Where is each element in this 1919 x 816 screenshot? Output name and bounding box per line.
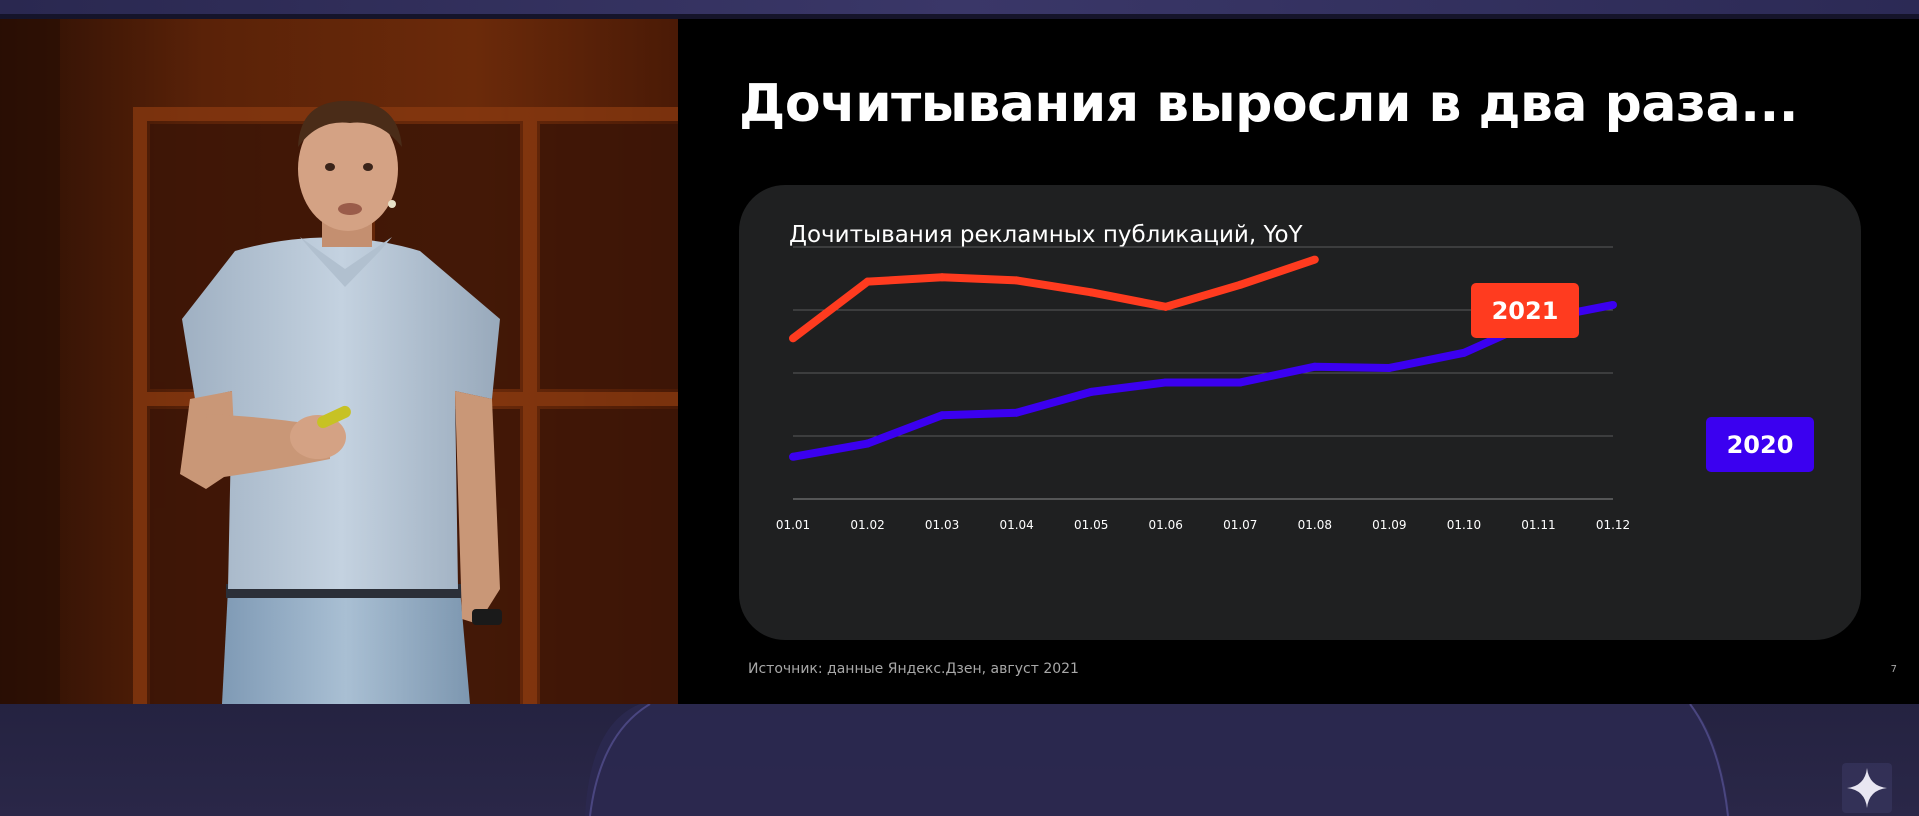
data-point-2020 bbox=[1161, 378, 1170, 387]
chart-card: Дочитывания рекламных публикаций, YoY 01… bbox=[739, 185, 1861, 640]
x-tick-label: 01.10 bbox=[1447, 518, 1481, 532]
x-tick-label: 01.08 bbox=[1298, 518, 1332, 532]
x-tick-label: 01.01 bbox=[776, 518, 810, 532]
x-tick-label: 01.03 bbox=[925, 518, 959, 532]
x-tick-label: 01.11 bbox=[1521, 518, 1555, 532]
data-point-2021 bbox=[1236, 280, 1245, 289]
x-axis-ticks: 01.01 01.02 01.03 01.04 01.05 01.06 01.07 01.08… bbox=[776, 518, 1630, 532]
bottom-decoration bbox=[585, 704, 1730, 816]
data-point-2020 bbox=[863, 439, 872, 448]
series-badge-2021: 2021 bbox=[1471, 283, 1579, 338]
presentation-slide: Дочитывания выросли в два раза... Дочиты… bbox=[678, 19, 1919, 704]
data-point-2021 bbox=[1087, 288, 1096, 297]
x-tick-label: 01.05 bbox=[1074, 518, 1108, 532]
x-tick-label: 01.04 bbox=[999, 518, 1033, 532]
data-point-2021 bbox=[1161, 302, 1170, 311]
data-point-2020 bbox=[938, 411, 947, 420]
top-strip bbox=[0, 0, 1919, 14]
series-badge-label: 2020 bbox=[1727, 431, 1794, 459]
data-point-2021 bbox=[863, 277, 872, 286]
data-point-2020 bbox=[1609, 300, 1617, 309]
series-badge-background bbox=[1471, 283, 1579, 338]
series-badge-background bbox=[1706, 417, 1814, 472]
data-point-2020 bbox=[1236, 378, 1245, 387]
series-line-2021 bbox=[790, 255, 1317, 342]
slide-title: Дочитывания выросли в два раза... bbox=[739, 74, 1799, 134]
chart-grid bbox=[793, 246, 1613, 500]
speaker-illustration bbox=[0, 19, 678, 704]
source-note: Источник: данные Яндекс.Дзен, август 202… bbox=[748, 661, 1079, 677]
data-point-2021 bbox=[1012, 276, 1021, 285]
data-point-2020 bbox=[1459, 348, 1468, 357]
chart-series bbox=[789, 255, 1617, 461]
data-point-2020 bbox=[1310, 362, 1319, 371]
data-point-2021 bbox=[938, 273, 947, 282]
x-tick-label: 01.02 bbox=[850, 518, 884, 532]
data-point-2021 bbox=[789, 334, 797, 343]
data-point-2020 bbox=[789, 452, 797, 461]
series-badge-label: 2021 bbox=[1492, 297, 1559, 325]
x-tick-label: 01.09 bbox=[1372, 518, 1406, 532]
x-tick-label: 01.06 bbox=[1149, 518, 1183, 532]
series-badge-2020: 2020 bbox=[1706, 417, 1814, 472]
speaker-video bbox=[0, 19, 678, 704]
chart-title: Дочитывания рекламных публикаций, YoY bbox=[789, 222, 1304, 248]
series-badges: 2021 2020 bbox=[1471, 283, 1814, 472]
data-point-2021 bbox=[1310, 255, 1319, 264]
series-line-2020 bbox=[792, 301, 1614, 461]
x-tick-label: 01.07 bbox=[1223, 518, 1257, 532]
line-chart: Дочитывания рекламных публикаций, YoY 01… bbox=[776, 222, 1814, 532]
x-tick-label: 01.12 bbox=[1596, 518, 1630, 532]
slide-number: 7 bbox=[1890, 664, 1897, 675]
data-point-2020 bbox=[1087, 387, 1096, 396]
sparkle-icon bbox=[1842, 763, 1892, 813]
data-point-2020 bbox=[1385, 363, 1394, 372]
data-point-2020 bbox=[1012, 408, 1021, 417]
